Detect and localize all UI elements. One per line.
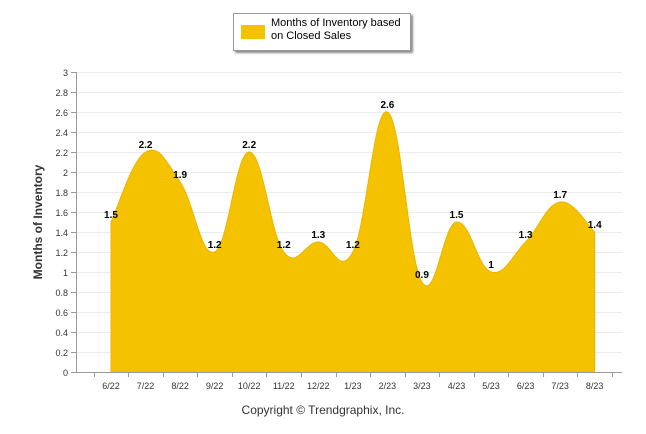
y-tick-label: 1.2 [55, 248, 68, 258]
data-label: 1.2 [346, 240, 360, 251]
data-label: 1 [488, 260, 494, 271]
x-tick-label: 7/22 [137, 381, 155, 391]
data-label: 1.7 [553, 190, 567, 201]
data-label: 2.2 [139, 140, 153, 151]
x-tick-label: 8/22 [171, 381, 189, 391]
x-tick-label: 5/23 [482, 381, 500, 391]
data-label: 1.3 [519, 230, 533, 241]
axes: 0 0.2 0.4 0.6 0.8 1 1.2 1.4 1.6 1.8 2 2.2 2.4 2.6 2.8 3… [55, 68, 622, 391]
copyright-footer: Copyright © Trendgraphix, Inc. [241, 403, 405, 417]
data-label: 1.3 [311, 230, 325, 241]
data-label: 1.2 [277, 240, 291, 251]
x-tick-label: 6/22 [102, 381, 120, 391]
y-axis-title: Months of Inventory [31, 164, 45, 280]
y-tick-label: 1.6 [55, 208, 68, 218]
x-tick-label: 7/23 [551, 381, 569, 391]
data-label: 1.9 [173, 170, 187, 181]
data-label: 0.9 [415, 270, 429, 281]
y-tick-label: 2.8 [55, 88, 68, 98]
y-tick-label: 2.4 [55, 128, 68, 138]
y-tick-label: 2.6 [55, 108, 68, 118]
x-tick-label: 6/23 [517, 381, 535, 391]
area-fill [110, 111, 596, 373]
area-series [110, 111, 596, 373]
y-tick-label: 0.2 [55, 348, 68, 358]
x-tick-label: 9/22 [206, 381, 224, 391]
x-tick-label: 12/22 [307, 381, 330, 391]
data-label: 1.5 [104, 210, 118, 221]
x-tick-label: 10/22 [238, 381, 261, 391]
y-tick-label: 3 [63, 68, 68, 78]
legend: Months of Inventory based on Closed Sale… [233, 13, 411, 51]
x-tick-label: 11/22 [273, 381, 295, 391]
y-tick-label: 2.2 [55, 148, 68, 158]
x-tick-label: 1/23 [344, 381, 362, 391]
data-labels: 1.5 2.2 1.9 1.2 2.2 1.2 1.3 1.2 2.6 0.9 1.5 1 1.3 1.7… [104, 100, 602, 281]
y-tick-label: 1 [63, 268, 68, 278]
legend-swatch [241, 25, 265, 39]
x-tick-label: 3/23 [413, 381, 431, 391]
y-tick-label: 2 [63, 168, 68, 178]
x-tick-label: 8/23 [586, 381, 604, 391]
legend-label: Months of Inventory based on Closed Sale… [271, 17, 401, 42]
y-tick-label: 0 [63, 368, 68, 378]
x-tick-label: 4/23 [448, 381, 466, 391]
data-label: 2.6 [380, 100, 394, 111]
data-label: 1.2 [208, 240, 222, 251]
y-tick-label: 1.4 [55, 228, 68, 238]
y-tick-label: 0.8 [55, 288, 68, 298]
data-label: 1.5 [450, 210, 464, 221]
x-tick-label: 2/23 [379, 381, 397, 391]
data-label: 1.4 [588, 220, 602, 231]
y-tick-label: 0.4 [55, 328, 68, 338]
y-tick-label: 1.8 [55, 188, 68, 198]
y-tick-label: 0.6 [55, 308, 68, 318]
data-label: 2.2 [242, 140, 256, 151]
